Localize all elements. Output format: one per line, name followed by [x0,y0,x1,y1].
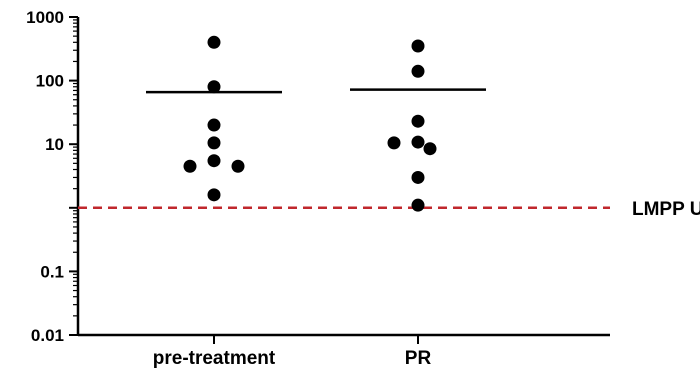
data-point [207,188,221,202]
y-tick-label: 0.1 [40,262,64,281]
data-point [207,154,221,168]
x-category-label: pre-treatment [153,348,276,369]
data-point [411,114,425,128]
data-point [387,136,401,150]
axes [76,17,610,337]
x-category-label: PR [405,348,432,369]
data-point [411,64,425,78]
y-ticks: 0.01 0.1 10 100 1000 [26,8,78,345]
y-tick-label: 10 [45,135,64,154]
data-point [411,170,425,184]
reference-line-group: LMPP ULN [78,199,700,220]
data-point [207,80,221,94]
data-point [411,198,425,212]
data-point [231,159,245,173]
reference-line-label: LMPP ULN [632,199,700,220]
y-tick-label: 100 [36,72,64,91]
data-point [423,142,437,156]
data-point [411,135,425,149]
data-point [183,159,197,173]
data-points [183,35,437,212]
mean-lines [146,88,486,94]
data-point [207,118,221,132]
data-point [207,136,221,150]
y-tick-label: 0.01 [31,326,64,345]
y-tick-label: 1000 [26,8,64,27]
data-point [411,39,425,53]
data-point [207,35,221,49]
x-categories: pre-treatment PR [153,335,432,369]
